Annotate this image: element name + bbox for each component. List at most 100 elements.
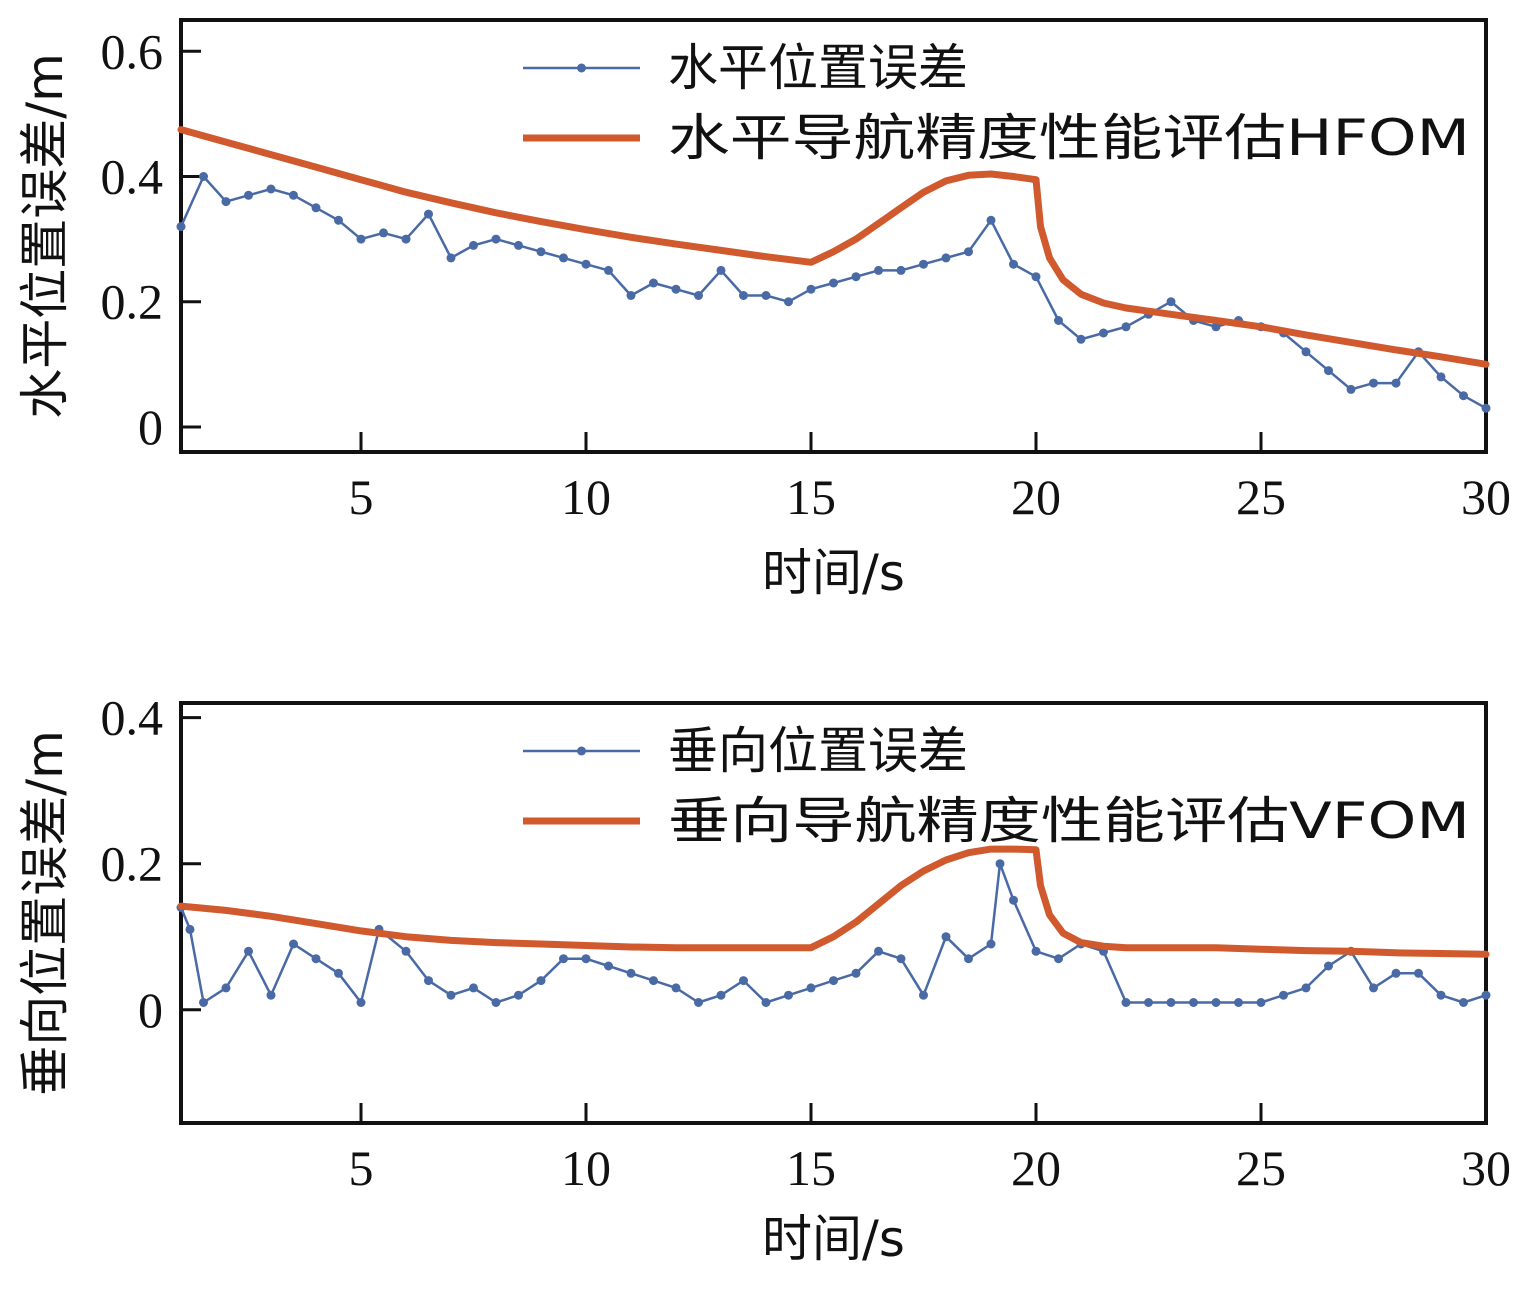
data-point — [1256, 998, 1266, 1007]
data-point — [185, 924, 195, 934]
data-point — [536, 976, 546, 986]
data-point — [1324, 961, 1333, 971]
x-tick-label: 10 — [561, 469, 611, 525]
data-point — [469, 983, 478, 993]
x-tick-label: 10 — [561, 1140, 611, 1196]
data-point — [995, 859, 1005, 869]
data-point — [356, 234, 366, 244]
data-point — [424, 976, 433, 986]
data-point — [559, 253, 568, 263]
data-point — [1279, 990, 1288, 1000]
data-point — [851, 968, 861, 978]
legend: 水平位置误差 水平导航精度性能评估HFOM — [523, 39, 1470, 167]
x-tick-label: 15 — [786, 469, 836, 525]
data-point — [919, 259, 928, 269]
data-point — [266, 990, 276, 1000]
data-point — [491, 234, 501, 244]
data-point — [199, 172, 208, 181]
data-point — [649, 976, 658, 986]
x-tick-label: 5 — [349, 1140, 374, 1196]
data-point — [1121, 322, 1131, 332]
data-point — [1031, 946, 1041, 956]
data-point — [424, 209, 433, 219]
data-point — [1234, 998, 1243, 1007]
y-tick-label: 0.4 — [101, 690, 164, 746]
data-point — [581, 259, 591, 269]
data-point — [221, 197, 231, 207]
data-point — [761, 291, 771, 300]
data-point — [851, 272, 861, 282]
data-point — [896, 265, 906, 275]
x-tick-label: 20 — [1011, 469, 1061, 525]
series-line-fom — [177, 845, 1490, 958]
x-tick-label: 25 — [1236, 469, 1286, 525]
data-point — [626, 968, 636, 978]
data-point — [986, 939, 996, 949]
data-point — [1459, 391, 1468, 401]
data-point — [739, 291, 748, 300]
data-point — [964, 954, 973, 964]
data-point — [401, 234, 411, 244]
data-point — [1076, 334, 1086, 344]
data-point — [514, 240, 523, 250]
top-chart: 5 10 15 20 25 30 0 0.2 0.4 0.6 时间/s 水平位置误差/m 水平位置… — [16, 18, 1511, 602]
data-point — [356, 998, 366, 1007]
x-axis-label: 时间/s — [762, 544, 905, 602]
bottom-chart: 5 10 15 20 25 30 0 0.2 0.4 时间/s 垂向位置误差/m 垂向位置误差 … — [16, 690, 1511, 1268]
data-point — [806, 983, 816, 993]
data-point — [1054, 316, 1063, 325]
data-point — [1391, 968, 1401, 978]
data-point — [694, 998, 703, 1007]
data-point — [559, 954, 568, 964]
data-point — [739, 976, 748, 986]
data-point — [1369, 983, 1378, 993]
y-tick-label: 0.2 — [101, 836, 164, 892]
series-line-error — [179, 175, 1487, 410]
data-point — [941, 932, 951, 942]
data-point — [896, 954, 906, 964]
data-point — [244, 190, 253, 200]
data-point — [671, 983, 681, 993]
y-tick-label: 0 — [138, 399, 163, 455]
data-point — [1436, 372, 1446, 382]
plot-area: 5 10 15 20 25 30 0 0.2 0.4 0.6 — [101, 18, 1511, 525]
data-point — [581, 954, 591, 964]
legend-label-error: 垂向位置误差 — [668, 722, 968, 780]
y-axis-label: 水平位置误差/m — [16, 53, 74, 419]
data-point — [964, 247, 973, 257]
data-point — [604, 961, 613, 971]
data-point — [1166, 998, 1176, 1007]
x-tick-label: 30 — [1461, 1140, 1511, 1196]
data-point — [1324, 366, 1333, 376]
data-point — [401, 946, 411, 956]
data-point — [446, 253, 456, 263]
data-point — [1009, 259, 1018, 269]
data-point — [311, 203, 321, 213]
data-point — [514, 990, 523, 1000]
data-point — [806, 284, 816, 294]
data-point — [1054, 954, 1063, 964]
data-point — [1144, 998, 1153, 1007]
data-point — [1009, 895, 1018, 905]
series-line-fom — [177, 126, 1490, 368]
legend: 垂向位置误差 垂向导航精度性能评估VFOM — [523, 722, 1470, 850]
data-point — [1459, 998, 1468, 1007]
data-point — [446, 990, 456, 1000]
data-point — [1414, 968, 1423, 978]
data-point — [829, 278, 838, 288]
data-point — [874, 265, 883, 275]
y-axis-label: 垂向位置误差/m — [16, 730, 74, 1096]
data-point — [1301, 347, 1311, 357]
data-point — [1481, 990, 1491, 1000]
data-point — [1166, 297, 1176, 307]
data-point — [874, 946, 883, 956]
x-tick-label: 5 — [349, 469, 374, 525]
data-point — [1391, 378, 1401, 388]
data-point — [716, 265, 726, 275]
data-point — [379, 228, 388, 238]
legend-label-error: 水平位置误差 — [668, 39, 968, 97]
data-point — [1031, 272, 1041, 282]
legend-swatch-marker — [577, 63, 586, 73]
plot-frame — [179, 701, 1488, 1125]
